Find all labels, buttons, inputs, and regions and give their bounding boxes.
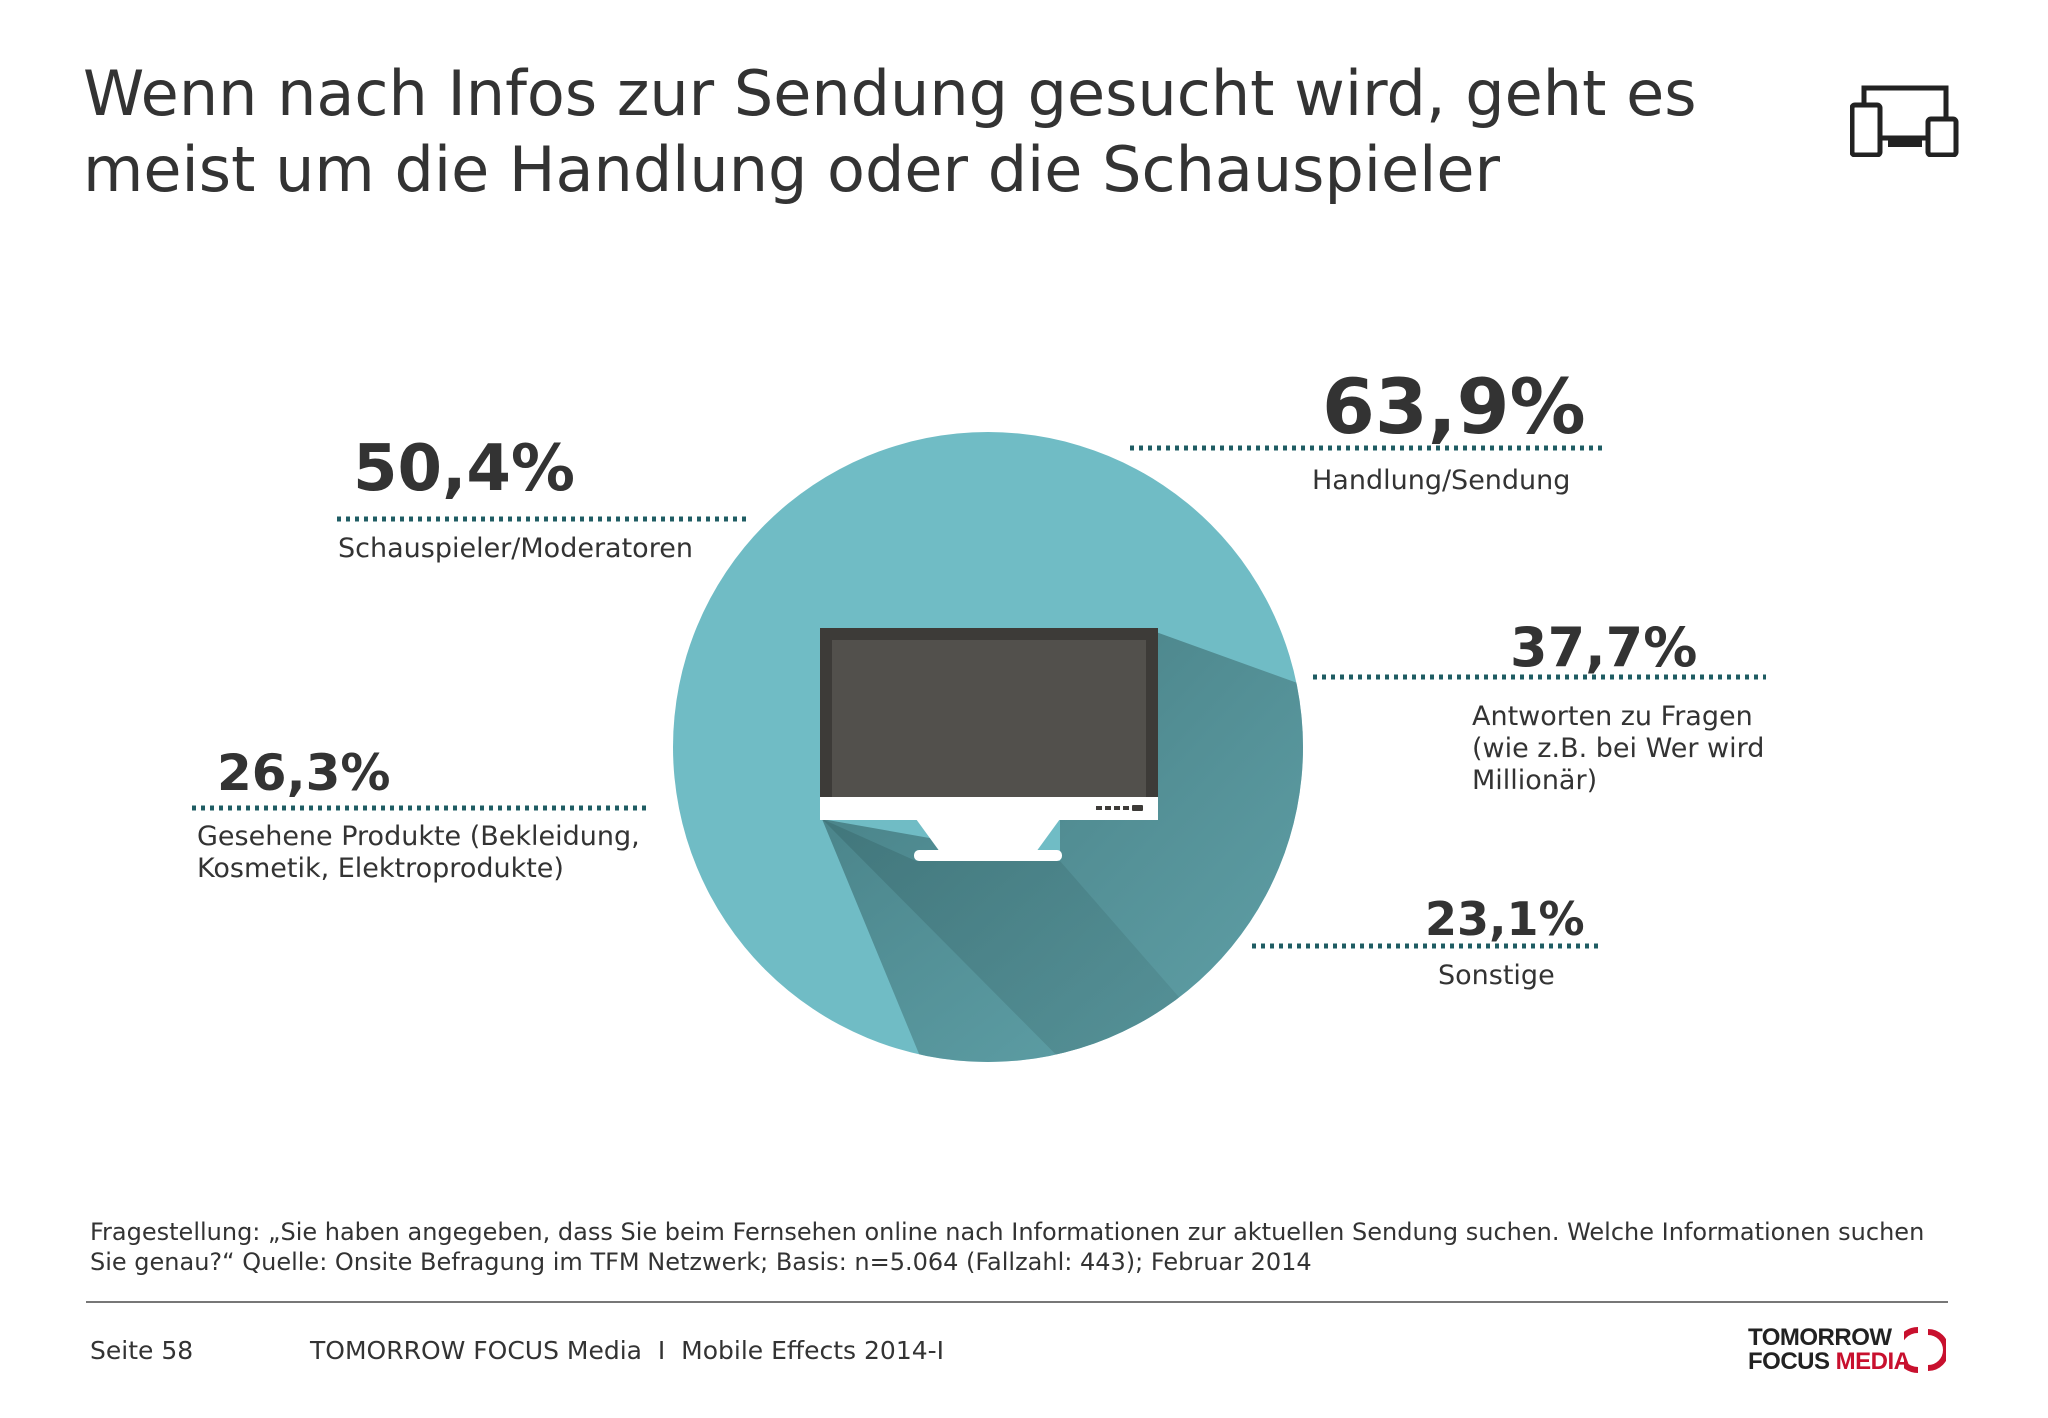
leader-lines [192, 445, 1766, 949]
category-label-5: Sonstige [1438, 960, 1555, 991]
footer-divider [86, 1301, 1948, 1303]
value-label-2: 50,4% [353, 432, 576, 506]
page-title: Wenn nach Infos zur Sendung gesucht wird… [83, 57, 1697, 206]
value-label-4: 26,3% [217, 744, 391, 802]
logo-line2: FOCUS MEDIA [1748, 1350, 1911, 1374]
value-label-5: 23,1% [1425, 892, 1585, 946]
category-label-3: Antworten zu Fragen (wie z.B. bei Wer wi… [1472, 701, 1765, 796]
tv-shadow-lower [822, 819, 1303, 1062]
devices-icon [1850, 85, 1959, 157]
footnote: Fragestellung: „Sie haben angegeben, das… [90, 1218, 1925, 1276]
tomorrow-focus-media-logo: TOMORROW FOCUS MEDIA [1748, 1326, 1958, 1376]
logo-media: MEDIA [1835, 1348, 1911, 1375]
tv-monitor-icon [820, 628, 1158, 861]
page-number: Seite 58 [90, 1336, 194, 1365]
footer-publisher: TOMORROW FOCUS Media I Mobile Effects 20… [310, 1336, 945, 1365]
category-label-2: Schauspieler/Moderatoren [338, 533, 693, 564]
category-label-4: Gesehene Produkte (Bekleidung, Kosmetik,… [197, 821, 640, 884]
logo-focus: FOCUS [1748, 1348, 1836, 1375]
logo-line1: TOMORROW [1748, 1324, 1892, 1351]
logo-mark-icon [1904, 1327, 1946, 1373]
value-label-3: 37,7% [1510, 616, 1698, 679]
category-label-1: Handlung/Sendung [1312, 465, 1571, 496]
value-label-1: 63,9% [1322, 362, 1586, 451]
